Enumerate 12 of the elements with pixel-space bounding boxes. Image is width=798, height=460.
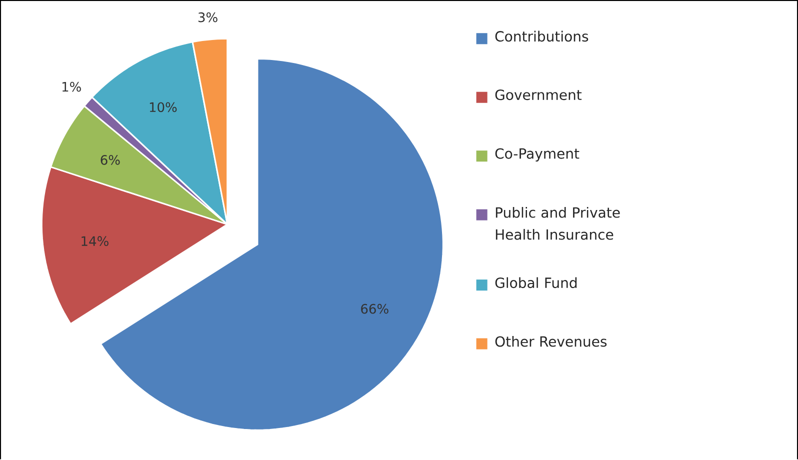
legend-label: Government bbox=[495, 90, 582, 100]
legend-label: Contributions bbox=[495, 30, 588, 42]
data-label: 6% bbox=[100, 155, 120, 165]
legend-label: Global Fund bbox=[495, 277, 577, 288]
data-label: 66% bbox=[361, 304, 388, 314]
legend-label: Co-Payment bbox=[495, 148, 580, 162]
data-label: 14% bbox=[82, 236, 108, 246]
data-label: 10% bbox=[150, 102, 177, 112]
data-label: 3% bbox=[198, 12, 218, 22]
legend-label: Other Revenues bbox=[495, 336, 607, 347]
data-label: 1% bbox=[62, 82, 81, 92]
legend-label: Public and Private Health Insurance bbox=[496, 207, 620, 240]
